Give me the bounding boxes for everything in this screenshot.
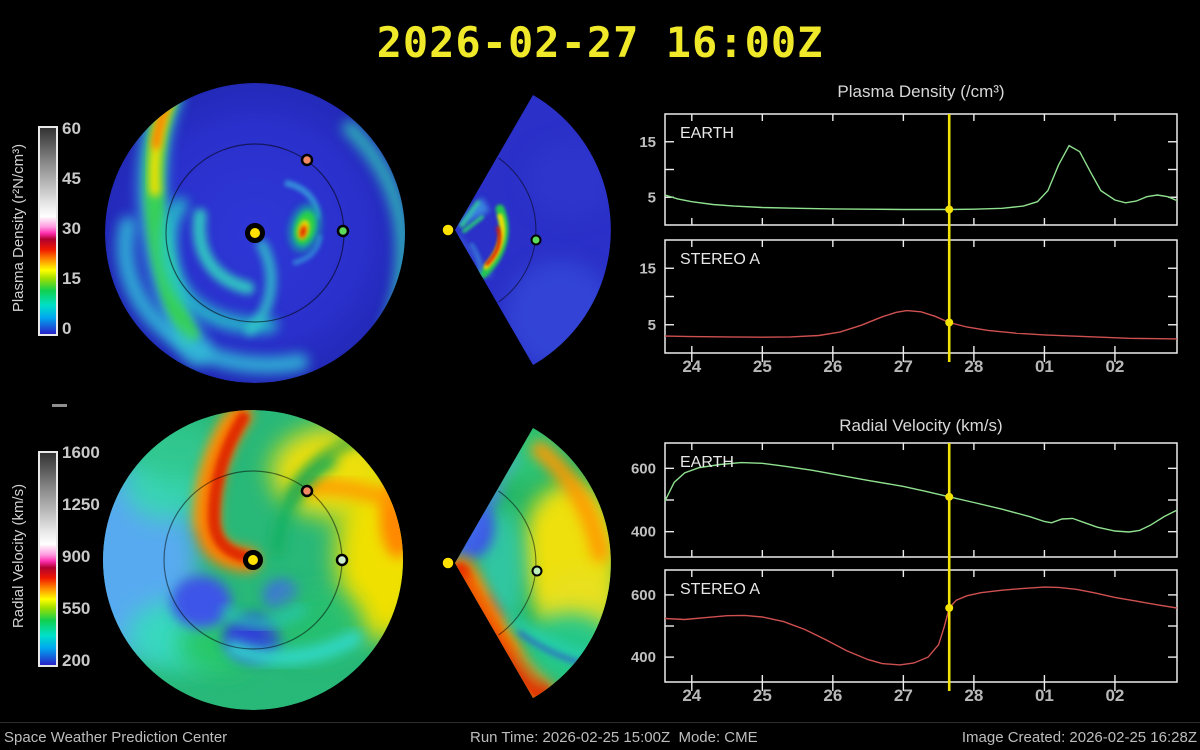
velocity-colorbar-ticks: 1600 1250 900 550 200 [62, 441, 106, 673]
stereo-a-series [664, 309, 1178, 340]
status-bar: Space Weather Prediction Center Run Time… [0, 722, 1200, 750]
panel-label: STEREO A [680, 251, 760, 268]
density-wedge-plot [441, 95, 611, 365]
x-tick-label: 28 [964, 357, 983, 376]
one-au-arc [498, 157, 537, 303]
timestamp-title: 2026-02-27 16:00Z [376, 18, 824, 67]
colorbar-tick: 900 [62, 547, 91, 566]
x-tick-label: 28 [964, 686, 983, 705]
colorbar-tick: 550 [62, 599, 91, 618]
y-tick-label: 5 [648, 317, 656, 334]
chart-title: Plasma Density (/cm³) [837, 82, 1004, 101]
x-tick-label: 02 [1105, 686, 1124, 705]
sun-icon [441, 556, 455, 570]
earth-series [664, 144, 1178, 211]
panel-label: EARTH [680, 125, 734, 142]
colorbar-tick: 200 [62, 651, 91, 670]
stereo-a-marker [300, 484, 314, 498]
forecast-time-dot [945, 603, 954, 612]
earth-series [664, 461, 1178, 533]
x-tick-label: 27 [894, 357, 913, 376]
y-tick-label: 600 [631, 460, 656, 477]
y-tick-label: 5 [648, 189, 656, 206]
sun-icon [243, 550, 263, 570]
forecast-time-dot [945, 492, 954, 501]
x-tick-label: 24 [682, 686, 701, 705]
chart-frame [664, 442, 1178, 558]
density-polar-plot [105, 83, 405, 383]
run-time-info: Run Time: 2026-02-25 15:00Z Mode: CME [470, 729, 758, 746]
density-colorbar-gradient [38, 126, 58, 336]
x-tick-label: 02 [1105, 357, 1124, 376]
forecast-time-dot [945, 318, 954, 327]
x-tick-label: 26 [823, 686, 842, 705]
y-tick-label: 400 [631, 649, 656, 666]
colorbar-tick: 1600 [62, 443, 100, 462]
x-tick-label: 26 [823, 357, 842, 376]
y-tick-label: 400 [631, 524, 656, 541]
colorbar-tick: 30 [62, 219, 81, 238]
org-name: Space Weather Prediction Center [4, 729, 228, 746]
chart-frame [664, 113, 1178, 226]
cme-blob [289, 204, 321, 252]
stereo-a-series [664, 586, 1178, 666]
velocity-polar-plot [103, 410, 403, 710]
density-colorbar-ticks: 60 45 30 15 0 [62, 117, 106, 341]
earth-marker [336, 224, 350, 238]
y-tick-label: 15 [639, 260, 656, 277]
chart-title: Radial Velocity (km/s) [839, 416, 1002, 435]
x-tick-label: 24 [682, 357, 701, 376]
colorbar-tick: 60 [62, 119, 81, 138]
earth-marker [530, 234, 542, 246]
panel-label: EARTH [680, 454, 734, 471]
image-created-info: Image Created: 2026-02-25 16:28Z [961, 729, 1197, 746]
colorbar-tick: 0 [62, 319, 72, 338]
sun-icon [441, 223, 455, 237]
earth-marker [335, 553, 349, 567]
x-tick-label: 25 [753, 686, 772, 705]
colorbar-tick: 15 [62, 269, 81, 288]
x-tick-label: 25 [753, 357, 772, 376]
stray-dash [52, 404, 67, 407]
velocity-wedge-plot [441, 428, 611, 698]
stereo-a-marker [300, 153, 314, 167]
y-tick-label: 15 [639, 134, 656, 151]
x-tick-label: 01 [1035, 686, 1054, 705]
colorbar-tick: 1250 [62, 495, 100, 514]
forecast-time-dot [945, 205, 954, 214]
y-tick-label: 600 [631, 587, 656, 604]
one-au-arc [498, 490, 537, 636]
colorbar-tick: 45 [62, 169, 81, 188]
earth-marker [531, 565, 543, 577]
panel-label: STEREO A [680, 581, 760, 598]
x-tick-label: 01 [1035, 357, 1054, 376]
velocity-colorbar-gradient [38, 451, 58, 667]
sun-icon [245, 223, 265, 243]
x-tick-label: 27 [894, 686, 913, 705]
